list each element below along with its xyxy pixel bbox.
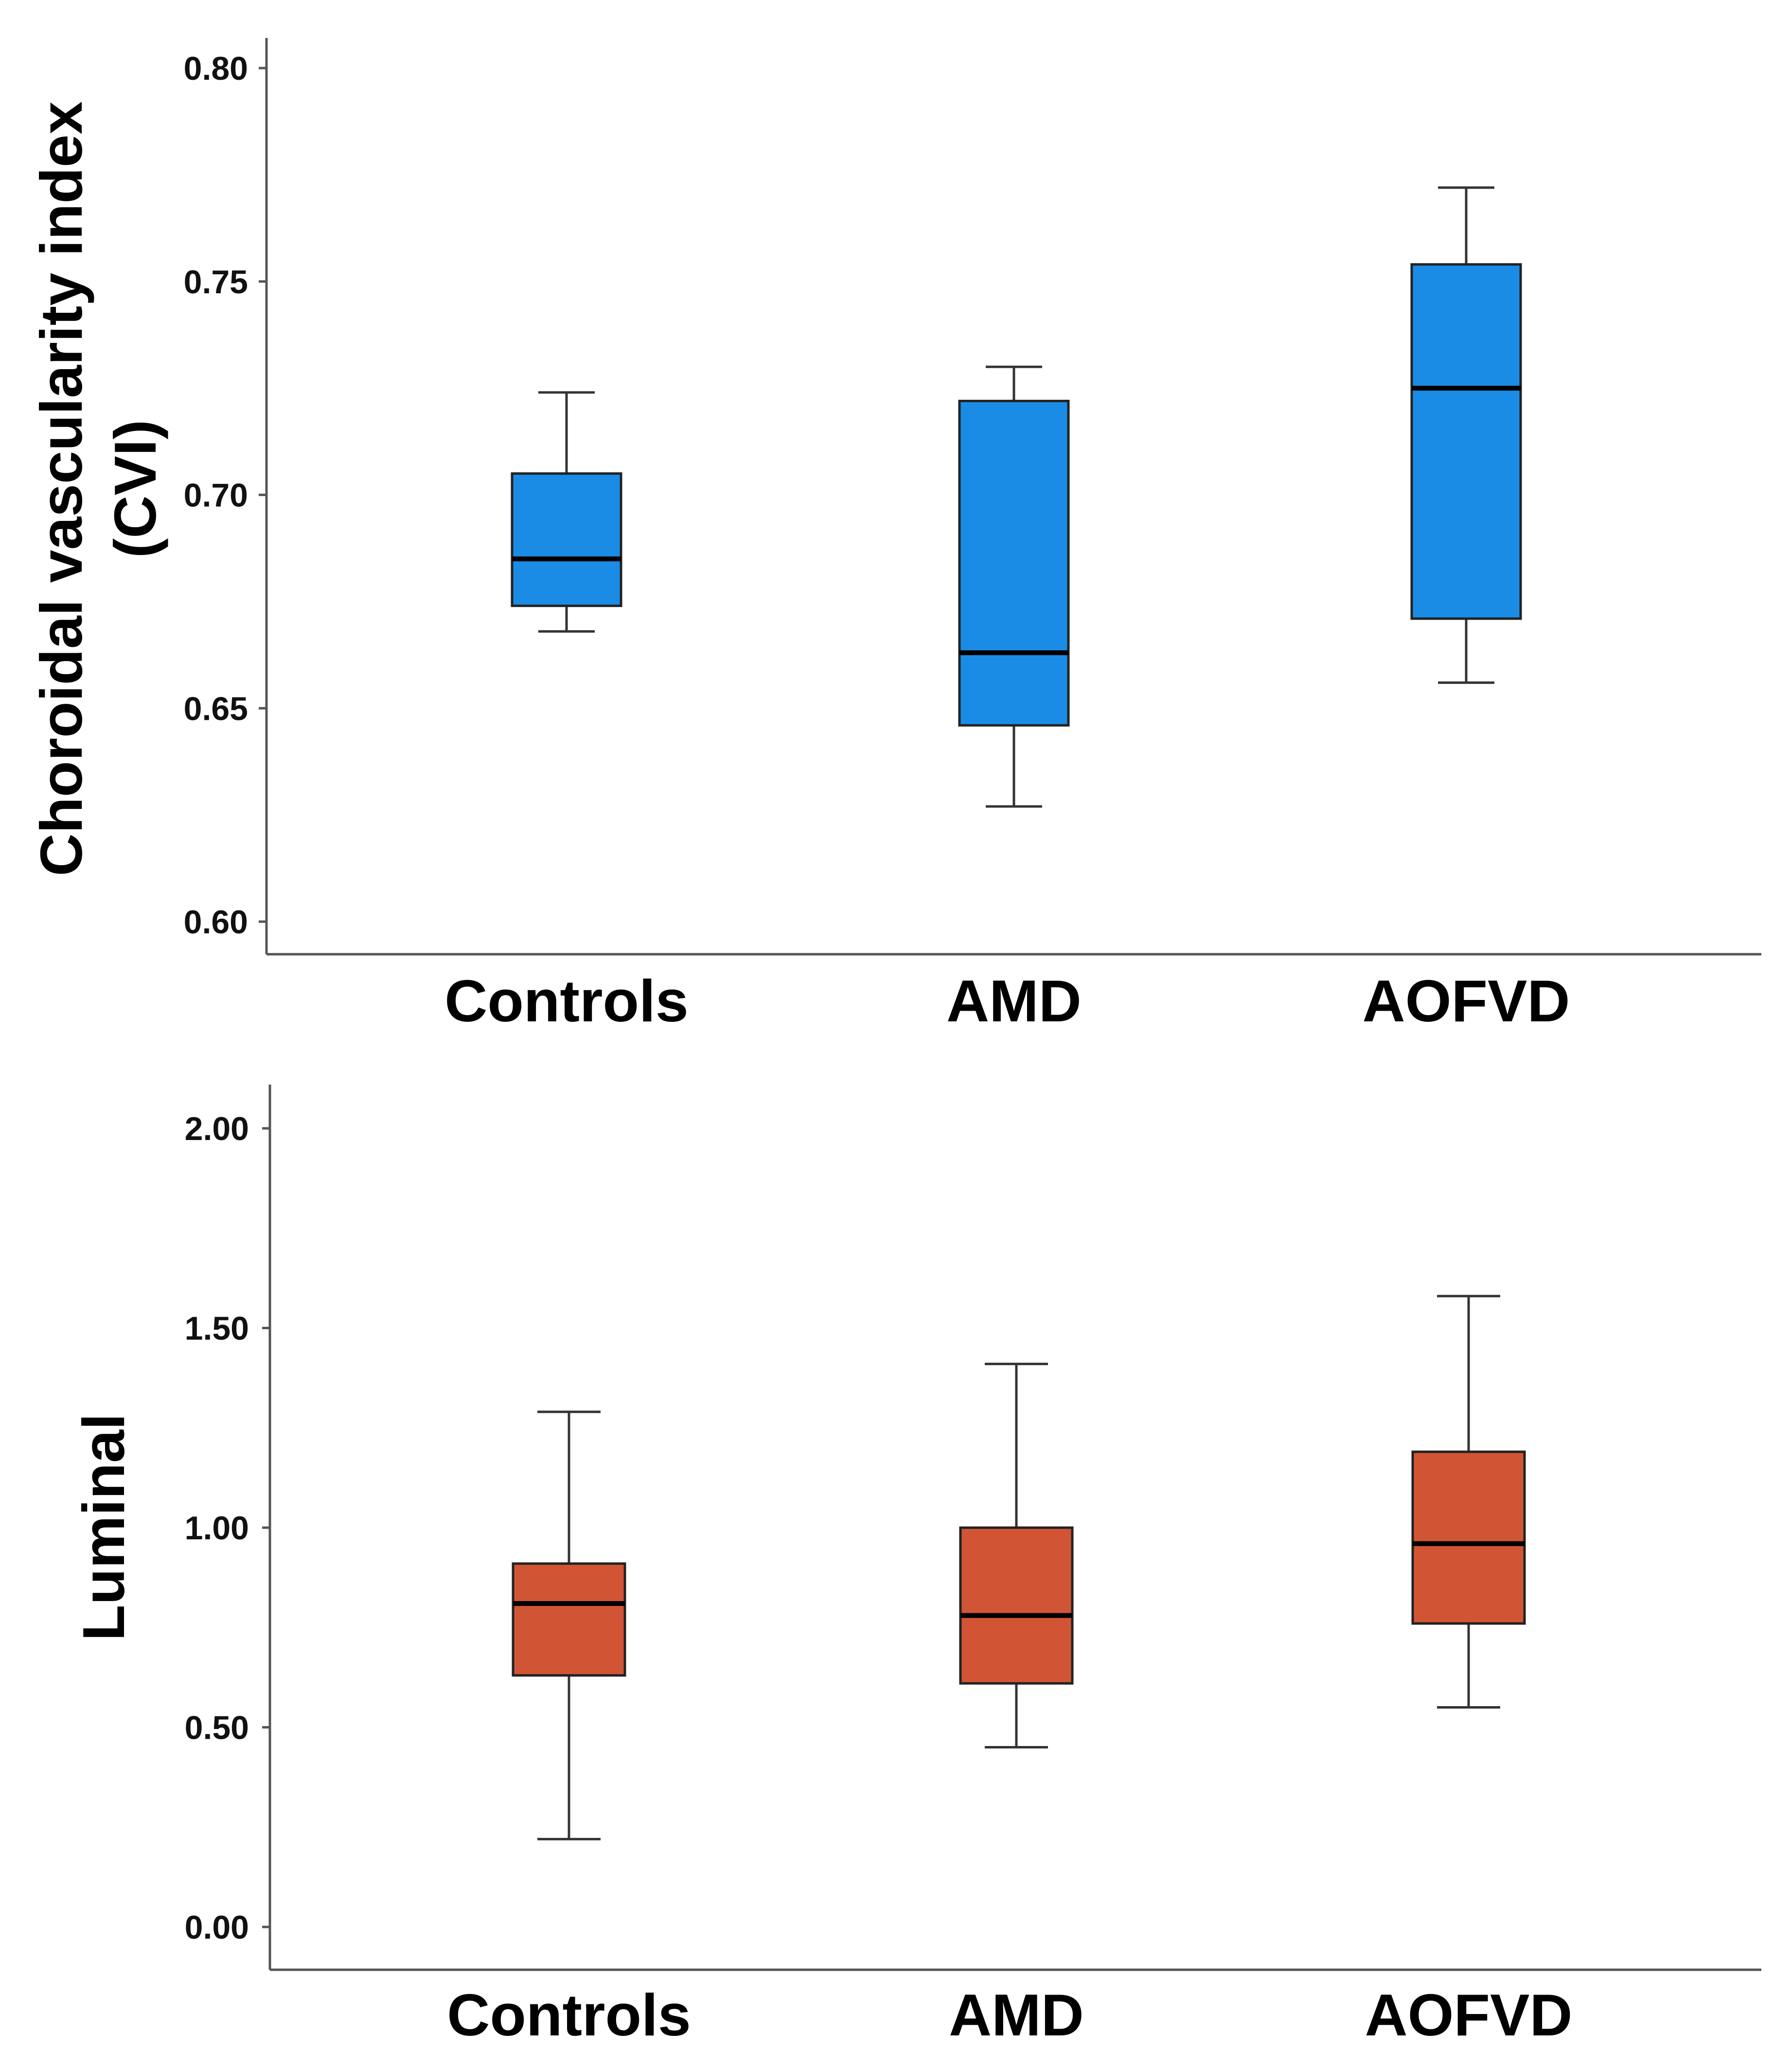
category-label: AMD xyxy=(949,1982,1084,2048)
category-label: Controls xyxy=(444,968,689,1034)
y-tick-label: 0.65 xyxy=(184,690,248,727)
iqr-box xyxy=(958,399,1070,727)
iqr-box xyxy=(959,1526,1074,1685)
y-axis-title: (CVI) xyxy=(102,420,168,558)
y-tick-label: 0.70 xyxy=(184,477,248,514)
box-amd xyxy=(959,1362,1074,1749)
chart-cvi: 0.60 0.65 0.70 0.75 0.80 Choroidal vascularit… xyxy=(28,38,1761,1034)
y-tick-label: 0.60 xyxy=(184,904,248,941)
y-tick-label: 2.00 xyxy=(185,1110,249,1147)
iqr-box xyxy=(512,1562,626,1677)
iqr-box xyxy=(511,472,622,607)
y-tick-label: 1.00 xyxy=(185,1510,249,1547)
chart-luminal: 0.00 0.50 1.00 1.50 2.00 Luminal Controls AMD AO… xyxy=(71,1085,1761,2048)
y-axis-title: Choroidal vascularity index xyxy=(28,101,94,876)
box-controls xyxy=(511,391,622,633)
iqr-box xyxy=(1410,263,1522,620)
box-aofvd xyxy=(1410,186,1522,684)
box-controls xyxy=(512,1410,626,1840)
y-tick-label: 0.80 xyxy=(184,50,248,87)
iqr-box xyxy=(1411,1450,1526,1625)
y-tick-label: 1.50 xyxy=(185,1310,249,1347)
box-aofvd xyxy=(1411,1295,1526,1709)
y-tick-label: 0.00 xyxy=(185,1909,249,1946)
y-axis-title: Luminal xyxy=(71,1413,137,1641)
box-amd xyxy=(958,365,1070,808)
category-label: AMD xyxy=(946,968,1082,1034)
y-tick-label: 0.50 xyxy=(185,1710,249,1747)
category-label: Controls xyxy=(447,1982,691,2048)
y-tick-label: 0.75 xyxy=(184,264,248,301)
category-label: AOFVD xyxy=(1365,1982,1573,2048)
category-label: AOFVD xyxy=(1363,968,1570,1034)
